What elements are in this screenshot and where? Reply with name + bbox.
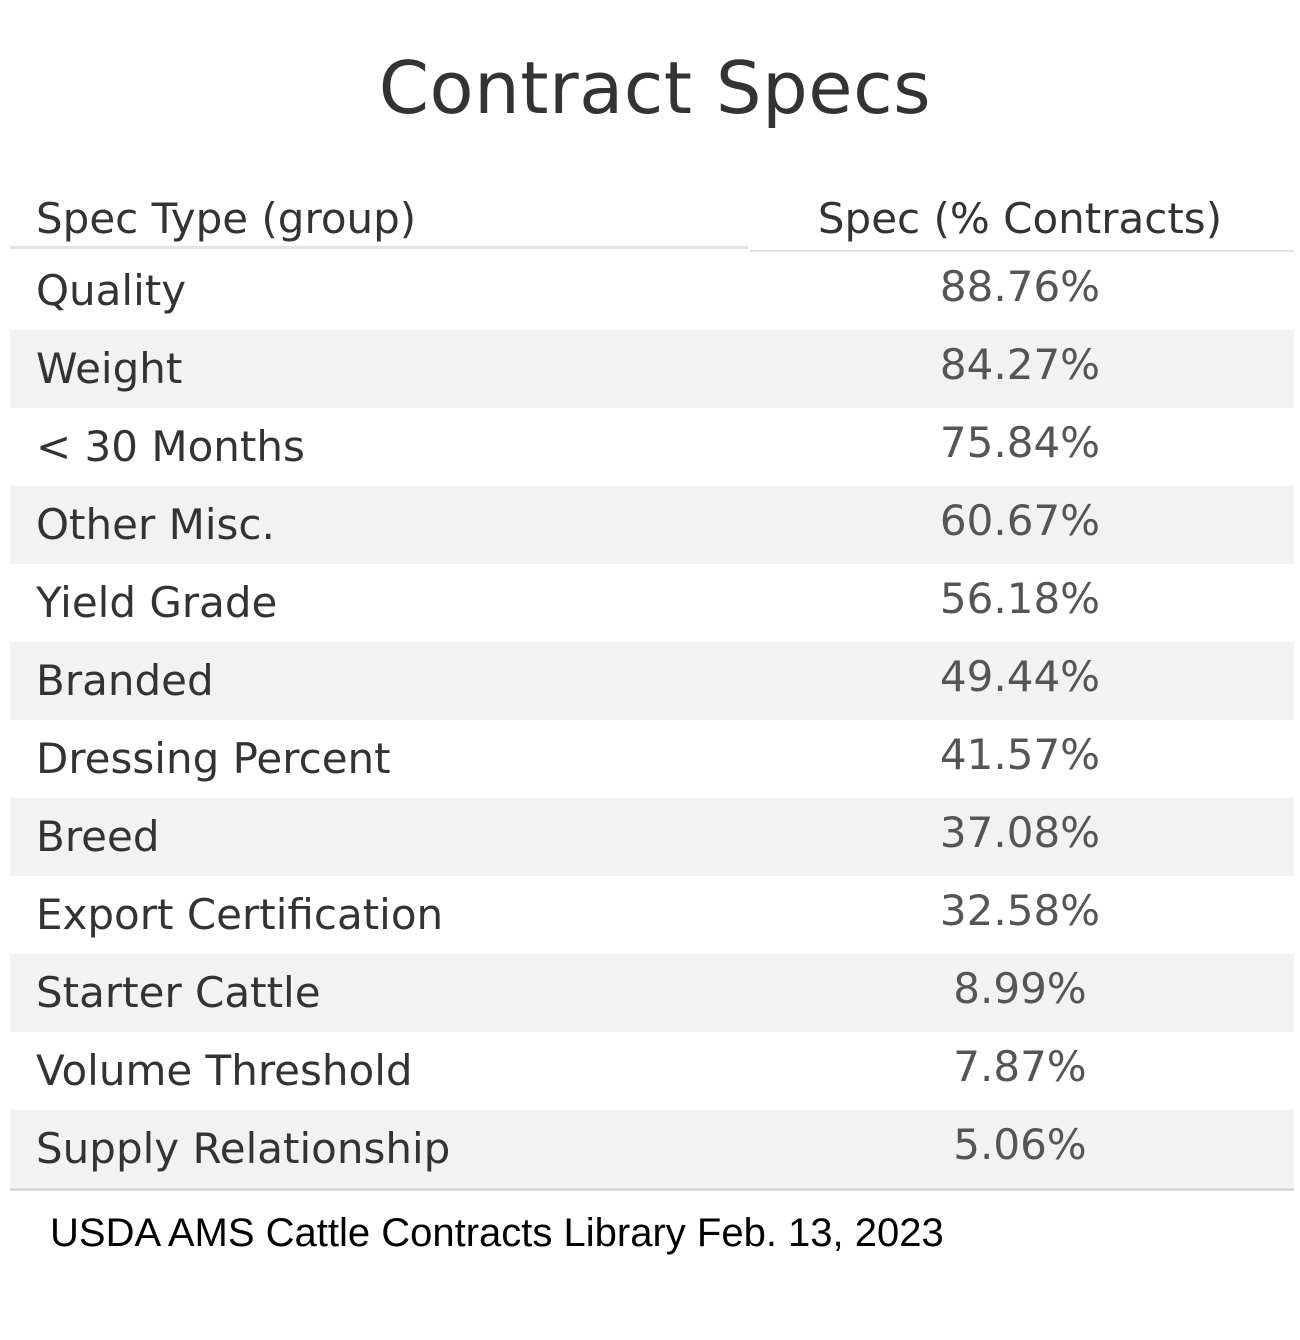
row-label: Quality <box>36 266 187 315</box>
row-value: 41.57% <box>939 730 1101 779</box>
table-row: < 30 Months 75.84% <box>10 408 1294 486</box>
row-value: 84.27% <box>939 340 1101 389</box>
row-label: < 30 Months <box>36 422 305 471</box>
source-note: USDA AMS Cattle Contracts Library Feb. 1… <box>50 1211 944 1255</box>
table-row: Breed 37.08% <box>10 798 1294 876</box>
row-value: 5.06% <box>953 1120 1087 1169</box>
row-label: Branded <box>36 656 214 705</box>
table-row: Supply Relationship 5.06% <box>10 1110 1294 1188</box>
row-label: Starter Cattle <box>36 968 321 1017</box>
row-value: 32.58% <box>939 886 1101 935</box>
table-row: Quality 88.76% <box>10 252 1294 330</box>
column-header-spec-percent: Spec (% Contracts) <box>817 194 1223 243</box>
table-row: Export Certification 32.58% <box>10 876 1294 954</box>
table-header: Spec Type (group) Spec (% Contracts) <box>10 176 1294 252</box>
header-divider-left <box>10 246 748 249</box>
row-label: Supply Relationship <box>36 1124 451 1173</box>
chart-title: Contract Specs <box>378 46 932 130</box>
row-value: 75.84% <box>939 418 1101 467</box>
row-value: 60.67% <box>939 496 1101 545</box>
table-row: Starter Cattle 8.99% <box>10 954 1294 1032</box>
table-body: Quality 88.76% Weight 84.27% < 30 Months 75.8… <box>10 252 1294 1188</box>
table-row: Branded 49.44% <box>10 642 1294 720</box>
row-label: Export Certification <box>36 890 444 939</box>
spec-table: Spec Type (group) Spec (% Contracts) Qua… <box>10 176 1294 1188</box>
table-row: Yield Grade 56.18% <box>10 564 1294 642</box>
row-value: 56.18% <box>939 574 1101 623</box>
row-value: 88.76% <box>939 262 1101 311</box>
row-value: 37.08% <box>939 808 1101 857</box>
column-header-spec-type: Spec Type (group) <box>36 194 417 243</box>
table-row: Volume Threshold 7.87% <box>10 1032 1294 1110</box>
row-label: Yield Grade <box>36 578 278 627</box>
header-divider-right <box>750 250 1294 252</box>
row-value: 49.44% <box>939 652 1101 701</box>
row-value: 7.87% <box>953 1042 1087 1091</box>
row-label: Other Misc. <box>36 500 275 549</box>
row-label: Dressing Percent <box>36 734 391 783</box>
row-label: Volume Threshold <box>36 1046 413 1095</box>
row-value: 8.99% <box>953 964 1087 1013</box>
table-bottom-divider <box>10 1188 1294 1191</box>
table-row: Dressing Percent 41.57% <box>10 720 1294 798</box>
row-label: Weight <box>36 344 183 393</box>
row-label: Breed <box>36 812 160 861</box>
table-row: Other Misc. 60.67% <box>10 486 1294 564</box>
table-row: Weight 84.27% <box>10 330 1294 408</box>
